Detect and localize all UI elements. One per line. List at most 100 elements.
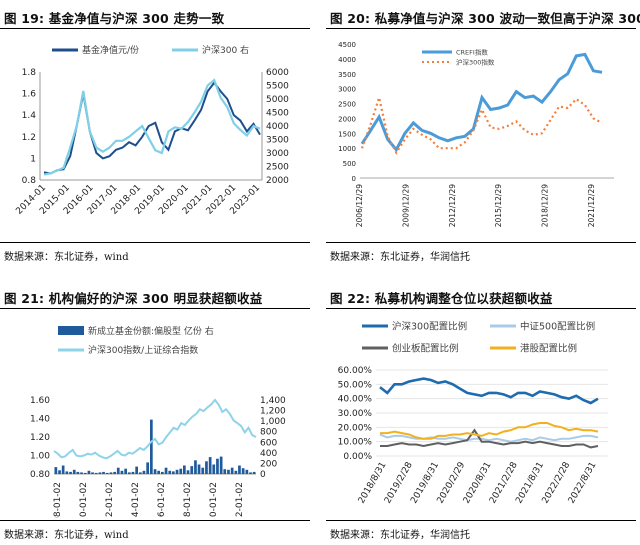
- series-line-1: [379, 433, 599, 443]
- bar: [172, 471, 175, 474]
- y-left-tick: 1.20: [30, 433, 50, 443]
- y-right-tick: 0: [260, 470, 266, 480]
- bar: [135, 466, 138, 474]
- y-tick: 3000: [338, 86, 356, 94]
- bar: [252, 471, 256, 474]
- bar: [205, 461, 208, 474]
- y-right-tick: 6000: [266, 68, 289, 78]
- y-tick: 10.00%: [338, 438, 373, 448]
- bar: [91, 472, 94, 474]
- bar: [153, 469, 157, 474]
- figure-21-source: 数据来源：东北证券，wind: [4, 530, 129, 541]
- legend-label-0: CREFI指数: [456, 48, 488, 57]
- y-right-tick: 4000: [266, 122, 289, 132]
- bar: [116, 467, 120, 474]
- bar: [249, 472, 252, 474]
- y-right-tick: 800: [260, 428, 277, 438]
- figure-20-top-rule: [326, 28, 636, 29]
- figure-22-chart: 0.00% 10.00% 20.00% 30.00% 40.00% 50.00% 60.00…: [338, 321, 608, 506]
- y-left-tick: 1.4: [22, 111, 37, 121]
- c1-x-tick: 2015/12/29: [494, 184, 503, 227]
- figure-22-bottom-rule: [326, 520, 636, 521]
- c1-x-tick: 2012/12/29: [448, 184, 457, 227]
- y-tick: 1500: [338, 130, 356, 138]
- figure-19-title: 图 19: 基金净值与沪深 300 走势一致: [4, 11, 225, 26]
- bar: [227, 469, 230, 474]
- y-tick: 20.00%: [338, 423, 373, 433]
- y-left-tick: 0.80: [30, 470, 50, 480]
- c2-x-tick: 2016-01-02: [157, 482, 167, 518]
- figure-21-title: 图 21: 机构偏好的沪深 300 明显获超额收益: [4, 291, 263, 306]
- y-right-tick: 2000: [266, 176, 289, 186]
- bar: [238, 465, 241, 474]
- bar: [72, 469, 76, 474]
- bar: [183, 465, 186, 474]
- y-right-tick: 3500: [266, 136, 289, 146]
- y-left-tick: 1.2: [22, 133, 36, 143]
- figure-20-title: 图 20: 私募净值与沪深 300 波动一致但高于沪深 300: [330, 11, 640, 26]
- bar: [161, 471, 164, 474]
- figure-22-top-rule: [326, 308, 636, 309]
- c1-x-tick: 2009/12/29: [401, 184, 410, 227]
- bar: [208, 457, 212, 474]
- legend-label-0: 沪深300配置比例: [392, 321, 467, 333]
- y-left-tick: 1.00: [30, 452, 50, 462]
- bar: [61, 465, 65, 474]
- y-tick: 3500: [338, 71, 356, 79]
- y-left-tick: 1: [30, 154, 36, 164]
- series-line-2: [380, 428, 599, 449]
- y-tick: 0.00%: [343, 452, 372, 462]
- y-right-tick: 600: [260, 438, 277, 448]
- bar: [245, 469, 249, 474]
- y-tick: 50.00%: [338, 380, 373, 390]
- y-right-tick: 1,400: [260, 396, 286, 406]
- bar: [230, 467, 234, 474]
- figure-19-top-rule: [0, 28, 310, 29]
- c3-x-tick: 2022/8/31: [567, 461, 599, 506]
- c1-x-tick: 2006/12/29: [355, 184, 364, 227]
- c1-x-tick: 2021/12/29: [587, 184, 596, 227]
- figure-20-bottom-rule: [326, 242, 636, 243]
- figure-20-chart: 0 500 1000 1500 2000 2500 3000 3500 4000 4500 2006…: [338, 41, 614, 227]
- series-line-1: [43, 78, 261, 176]
- figure-21-top-rule: [0, 308, 310, 309]
- y-tick: 500: [343, 160, 356, 168]
- y-tick: 40.00%: [338, 395, 373, 405]
- bar: [128, 472, 131, 474]
- bar: [194, 460, 197, 474]
- bar: [157, 470, 160, 474]
- legend-label-1: 沪深300指数: [456, 58, 495, 67]
- y-right-tick: 5500: [266, 82, 289, 92]
- figure-22-source: 数据来源：东北证券，华润信托: [330, 530, 470, 541]
- bar: [76, 471, 80, 474]
- series-line: [53, 398, 257, 460]
- bar: [142, 470, 146, 474]
- bar: [212, 464, 216, 474]
- y-tick: 1000: [338, 145, 356, 153]
- legend-label-1: 沪深300 右: [202, 44, 249, 56]
- bar: [94, 472, 98, 474]
- figure-20-source: 数据来源：东北证券，华润信托: [330, 252, 470, 263]
- bar: [197, 464, 201, 474]
- figure-22-title: 图 22: 私募机构调整仓位以获超额收益: [330, 291, 553, 306]
- c2-x-tick: 2012-01-02: [105, 482, 115, 518]
- c1-x-tick: 2018/12/29: [541, 184, 550, 227]
- y-tick: 0: [352, 175, 356, 183]
- legend-label-3: 港股配置比例: [520, 343, 577, 355]
- bar: [146, 462, 149, 474]
- c2-x-tick: 2018-01-02: [183, 482, 193, 518]
- bar: [131, 471, 135, 474]
- bar: [87, 470, 91, 474]
- bar: [216, 458, 219, 474]
- series-line-1: [360, 93, 603, 155]
- bar: [234, 470, 238, 474]
- legend-label-0: 基金净值元/份: [82, 44, 139, 56]
- legend-label-1: 沪深300指数/上证综合指数: [88, 344, 198, 356]
- legend-label-1: 中证500配置比例: [520, 321, 595, 333]
- y-right-tick: 3000: [266, 149, 289, 159]
- figure-21-bottom-rule: [0, 520, 310, 521]
- bar: [54, 467, 58, 474]
- bar: [186, 470, 190, 474]
- legend-label-2: 创业板配置比例: [392, 343, 459, 355]
- legend-swatch-0: [58, 326, 84, 335]
